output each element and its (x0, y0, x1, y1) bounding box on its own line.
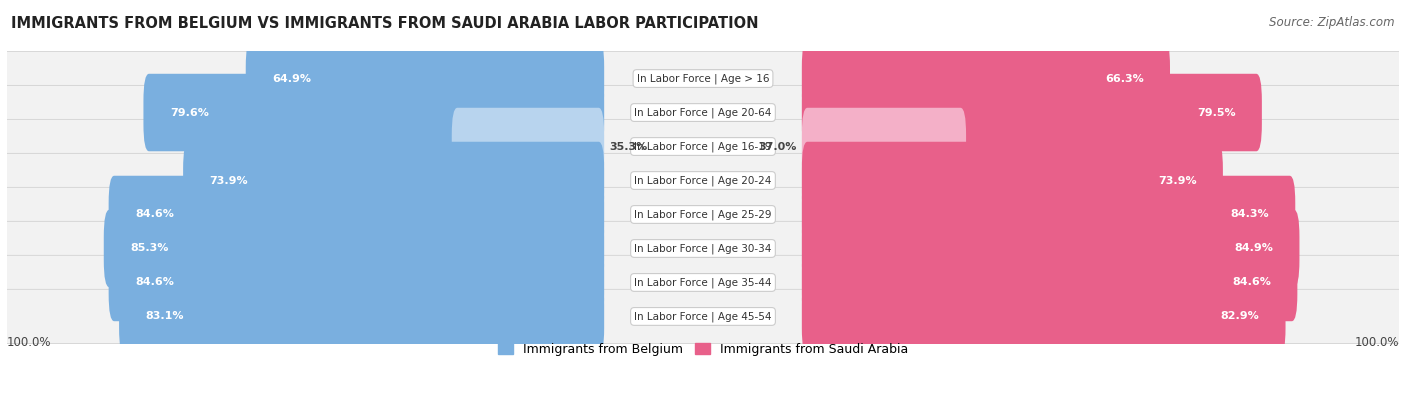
FancyBboxPatch shape (6, 187, 1400, 242)
Text: 100.0%: 100.0% (7, 337, 52, 350)
FancyBboxPatch shape (6, 85, 1400, 140)
FancyBboxPatch shape (801, 176, 1295, 253)
FancyBboxPatch shape (801, 108, 966, 185)
Text: 82.9%: 82.9% (1220, 312, 1260, 322)
Text: 64.9%: 64.9% (273, 73, 311, 83)
Text: 84.9%: 84.9% (1234, 243, 1272, 254)
FancyBboxPatch shape (801, 278, 1285, 355)
Text: In Labor Force | Age 20-64: In Labor Force | Age 20-64 (634, 107, 772, 118)
FancyBboxPatch shape (246, 40, 605, 117)
Text: In Labor Force | Age 45-54: In Labor Force | Age 45-54 (634, 311, 772, 322)
FancyBboxPatch shape (6, 289, 1400, 344)
FancyBboxPatch shape (801, 142, 1223, 219)
FancyBboxPatch shape (451, 108, 605, 185)
Text: In Labor Force | Age > 16: In Labor Force | Age > 16 (637, 73, 769, 84)
Text: 84.6%: 84.6% (1232, 277, 1271, 288)
Text: Source: ZipAtlas.com: Source: ZipAtlas.com (1270, 16, 1395, 29)
Text: 73.9%: 73.9% (1157, 175, 1197, 186)
Text: 84.6%: 84.6% (135, 277, 174, 288)
Text: 79.6%: 79.6% (170, 107, 208, 118)
FancyBboxPatch shape (6, 255, 1400, 310)
FancyBboxPatch shape (108, 176, 605, 253)
Text: In Labor Force | Age 30-34: In Labor Force | Age 30-34 (634, 243, 772, 254)
FancyBboxPatch shape (183, 142, 605, 219)
Text: 66.3%: 66.3% (1105, 73, 1143, 83)
FancyBboxPatch shape (6, 119, 1400, 174)
Text: 35.3%: 35.3% (609, 141, 647, 152)
Text: In Labor Force | Age 20-24: In Labor Force | Age 20-24 (634, 175, 772, 186)
Text: 84.3%: 84.3% (1230, 209, 1268, 220)
Text: IMMIGRANTS FROM BELGIUM VS IMMIGRANTS FROM SAUDI ARABIA LABOR PARTICIPATION: IMMIGRANTS FROM BELGIUM VS IMMIGRANTS FR… (11, 16, 759, 31)
FancyBboxPatch shape (104, 210, 605, 287)
Text: 79.5%: 79.5% (1197, 107, 1236, 118)
FancyBboxPatch shape (120, 278, 605, 355)
FancyBboxPatch shape (801, 210, 1299, 287)
FancyBboxPatch shape (143, 74, 605, 151)
Text: 85.3%: 85.3% (131, 243, 169, 254)
Legend: Immigrants from Belgium, Immigrants from Saudi Arabia: Immigrants from Belgium, Immigrants from… (492, 338, 914, 361)
FancyBboxPatch shape (6, 51, 1400, 106)
FancyBboxPatch shape (801, 40, 1170, 117)
Text: In Labor Force | Age 35-44: In Labor Force | Age 35-44 (634, 277, 772, 288)
Text: 100.0%: 100.0% (1354, 337, 1399, 350)
Text: 37.0%: 37.0% (759, 141, 797, 152)
FancyBboxPatch shape (6, 153, 1400, 208)
FancyBboxPatch shape (108, 244, 605, 321)
Text: In Labor Force | Age 16-19: In Labor Force | Age 16-19 (634, 141, 772, 152)
Text: In Labor Force | Age 25-29: In Labor Force | Age 25-29 (634, 209, 772, 220)
FancyBboxPatch shape (801, 244, 1298, 321)
Text: 83.1%: 83.1% (146, 312, 184, 322)
Text: 73.9%: 73.9% (209, 175, 249, 186)
FancyBboxPatch shape (6, 221, 1400, 276)
FancyBboxPatch shape (801, 74, 1261, 151)
Text: 84.6%: 84.6% (135, 209, 174, 220)
